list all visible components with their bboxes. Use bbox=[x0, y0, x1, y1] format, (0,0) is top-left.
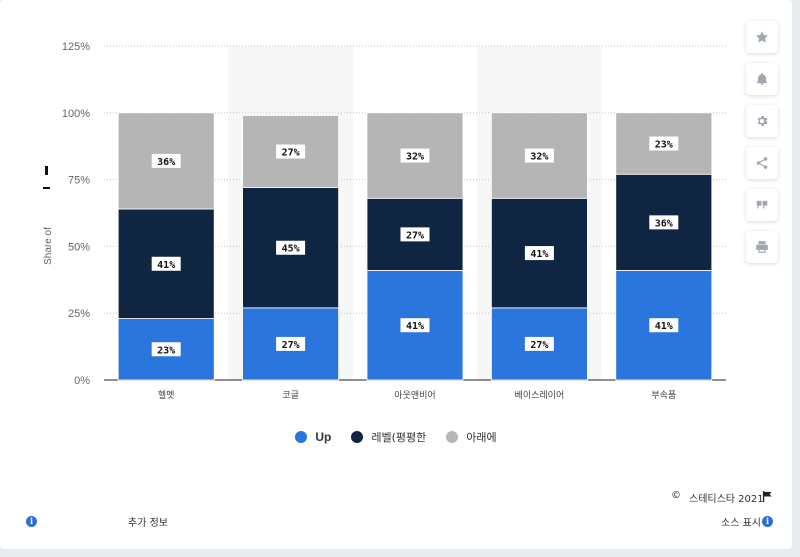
data-label: 27% bbox=[530, 340, 548, 351]
data-label: 32% bbox=[406, 152, 424, 163]
data-label: 23% bbox=[655, 140, 673, 151]
y-tick-label: 75% bbox=[68, 175, 90, 187]
data-label-box bbox=[400, 148, 430, 163]
notification-button[interactable] bbox=[746, 63, 778, 95]
y-tick-label: 50% bbox=[68, 241, 90, 253]
x-tick-label: 베이스레이어 bbox=[515, 390, 565, 401]
x-tick-label: 부속품 bbox=[651, 390, 676, 401]
legend-dot-up bbox=[295, 431, 308, 443]
share-icon bbox=[756, 157, 768, 169]
bell-icon bbox=[756, 72, 768, 85]
statista-copyright[interactable]: 스테티스타 2021 bbox=[689, 494, 764, 505]
data-label-box bbox=[400, 227, 430, 242]
data-label-box bbox=[524, 336, 554, 351]
y-tick-label: 25% bbox=[68, 308, 90, 320]
data-label: 41% bbox=[655, 321, 673, 332]
data-label-box bbox=[649, 318, 679, 333]
bar-segment bbox=[615, 112, 713, 175]
data-label-box bbox=[276, 240, 306, 255]
data-label-box bbox=[151, 256, 181, 271]
x-tick-label: 아웃앤비어 bbox=[394, 390, 435, 401]
share-button[interactable] bbox=[746, 147, 778, 179]
print-icon bbox=[756, 241, 768, 253]
data-label-box bbox=[400, 318, 430, 333]
data-label: 45% bbox=[282, 244, 300, 255]
copyright-symbol: © bbox=[671, 490, 681, 501]
show-source-link[interactable]: 소스 표시 bbox=[721, 518, 761, 529]
data-label: 41% bbox=[530, 249, 548, 260]
x-tick-label: 헬멧 bbox=[158, 390, 175, 401]
legend-label-down: 아래에 bbox=[466, 431, 497, 444]
legend-dot-down bbox=[446, 431, 459, 443]
data-label-box bbox=[151, 153, 181, 168]
data-label-box bbox=[649, 136, 679, 151]
data-label: 36% bbox=[157, 157, 175, 168]
legend-item-up[interactable]: Up bbox=[295, 430, 331, 444]
y-tick-label: 0% bbox=[74, 375, 90, 387]
legend-label-up: Up bbox=[315, 430, 332, 444]
stacked-bar-chart: 0% 25% 50% 75% 100% 125% Share of 23% 41% 36% 헬멧 27… bbox=[43, 41, 726, 401]
legend-item-level[interactable]: 레벨(평평한 bbox=[351, 429, 426, 445]
data-label-box bbox=[276, 144, 306, 159]
favorite-button[interactable] bbox=[746, 21, 778, 53]
print-button[interactable] bbox=[746, 231, 778, 263]
data-label: 32% bbox=[530, 152, 548, 163]
data-label: 23% bbox=[157, 345, 175, 356]
y-tick-label: 100% bbox=[62, 108, 90, 120]
data-label-box bbox=[649, 215, 679, 230]
y-tick-label: 125% bbox=[62, 41, 90, 53]
legend: Up 레벨(평평한 아래에 bbox=[0, 429, 792, 445]
data-label-box bbox=[151, 342, 181, 357]
data-label-box bbox=[524, 246, 554, 261]
legend-label-level: 레벨(평평한 bbox=[371, 431, 427, 444]
star-icon bbox=[755, 31, 769, 43]
x-tick-label: 코글 bbox=[282, 390, 299, 401]
quote-icon bbox=[756, 200, 768, 209]
legend-dot-level bbox=[351, 431, 364, 443]
y-axis-label: Share of bbox=[43, 227, 54, 265]
data-label: 27% bbox=[282, 340, 300, 351]
data-label-box bbox=[276, 336, 306, 351]
data-label: 27% bbox=[406, 230, 424, 241]
info-icon[interactable]: i bbox=[26, 516, 37, 527]
data-label-box bbox=[524, 148, 554, 163]
data-label: 41% bbox=[406, 321, 424, 332]
additional-info-link[interactable]: 추가 정보 bbox=[128, 518, 168, 529]
y-axis-label-mark bbox=[45, 166, 48, 175]
y-axis-label-mark bbox=[43, 187, 50, 189]
data-label: 27% bbox=[282, 148, 300, 159]
legend-item-down[interactable]: 아래에 bbox=[446, 429, 497, 445]
source-info-icon[interactable]: i bbox=[762, 516, 773, 527]
chart-card: 0% 25% 50% 75% 100% 125% Share of 23% 41% 36% 헬멧 27… bbox=[0, 0, 792, 549]
gear-icon bbox=[757, 115, 768, 127]
flag-icon[interactable] bbox=[762, 491, 773, 502]
settings-button[interactable] bbox=[746, 105, 778, 137]
data-label: 36% bbox=[655, 218, 673, 229]
data-label: 41% bbox=[157, 260, 175, 271]
cite-button[interactable] bbox=[746, 189, 778, 221]
